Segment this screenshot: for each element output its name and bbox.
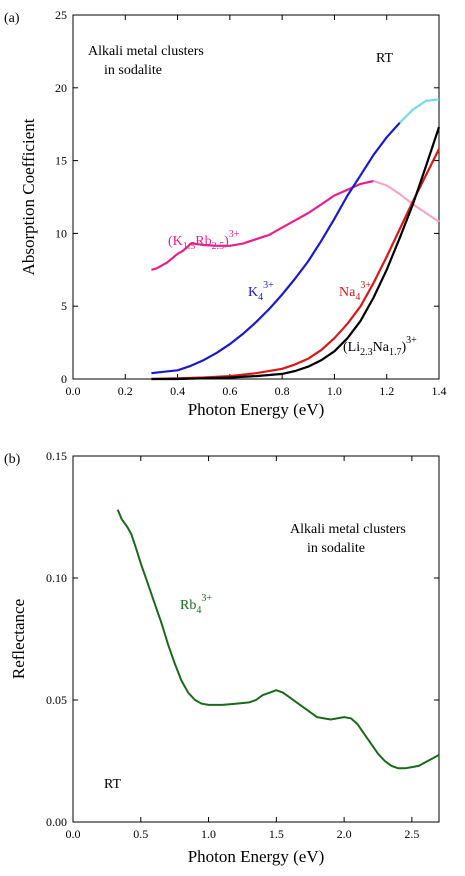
x-tick-label: 0.2 <box>118 384 133 398</box>
panel-b-reflectance-chart: (b) 0.0 0.5 1.0 1.5 2.0 2.5 0.000.050.100.15 … <box>4 449 440 866</box>
panel-a-annotation-title-line1: Alkali metal clusters <box>88 44 204 59</box>
y-tick-label: 0.00 <box>46 815 67 829</box>
label-part: Na <box>339 285 356 300</box>
panel-a-plot-frame <box>72 14 440 380</box>
panel-a-label-li23na17: (Li2.3Na1.7)3+ <box>343 335 417 358</box>
y-tick-label: 0.05 <box>46 693 67 707</box>
x-tick-label: 1.4 <box>432 384 447 398</box>
label-part: Rb <box>195 234 211 249</box>
y-tick-label: 20 <box>55 81 67 95</box>
x-tick-label: 1.2 <box>379 384 394 398</box>
panel-a-label-k4: K43+ <box>248 280 274 303</box>
panel-a-label-na4: Na43+ <box>339 280 371 303</box>
label-part: Rb <box>180 598 196 613</box>
label-sup: 3+ <box>406 335 417 346</box>
panel-b-y-tick-labels: 0.00 0.05 0.10 0.15 <box>46 449 67 829</box>
y-tick-label: 10 <box>55 226 67 240</box>
series-line-2 <box>151 148 440 381</box>
panel-a-ticks <box>72 14 440 380</box>
panel-a-annotation-temperature: RT <box>376 51 393 66</box>
label-part: (K <box>168 234 183 249</box>
series-line-faded-1 <box>399 98 440 124</box>
x-tick-label: 1.0 <box>201 827 216 841</box>
x-tick-label: 0.4 <box>170 384 185 398</box>
panel-a-y-axis-title: Absorption Coefficient <box>19 118 38 275</box>
label-sub: 4 <box>258 292 263 303</box>
panel-b-letter: (b) <box>4 452 21 467</box>
x-tick-label: 2.0 <box>337 827 352 841</box>
panel-a-label-k15rb25: (K1.5Rb2.5)3+ <box>168 229 240 252</box>
panel-a-annotation-title-line2: in sodalite <box>104 63 162 78</box>
y-tick-label: 0.10 <box>46 571 67 585</box>
series-line-1 <box>151 121 401 375</box>
series-line-0 <box>116 509 440 770</box>
x-tick-label: 0.0 <box>66 827 81 841</box>
label-part: K <box>248 285 258 300</box>
series-line-3 <box>151 126 441 381</box>
y-tick-label: 0.15 <box>46 449 67 463</box>
panel-b-y-axis-title: Reflectance <box>9 599 28 679</box>
label-sub: 4 <box>196 605 201 616</box>
panel-a-absorption-chart: (a) 0.0 0.2 0.4 0.6 0.8 1.0 1.2 1.4 0510152025 … <box>4 8 447 419</box>
x-tick-label: 1.0 <box>327 384 342 398</box>
panel-b-annotation-title-line2: in sodalite <box>307 541 365 556</box>
x-tick-label: 2.5 <box>404 827 419 841</box>
y-tick-label: 0 <box>61 372 67 386</box>
panel-b-plot-frame <box>72 455 440 823</box>
series-line-faded-0 <box>373 179 440 223</box>
label-part: ) <box>401 340 406 355</box>
label-sub: 4 <box>355 292 360 303</box>
label-sub: 2.3 <box>360 347 373 358</box>
panel-a-y-tick-labels: 0 5 10 15 20 25 <box>55 8 67 386</box>
label-sup: 3+ <box>229 229 240 240</box>
label-sup: 3+ <box>201 593 212 604</box>
panel-b-label-rb4: Rb43+ <box>180 593 212 616</box>
panel-a-series-lines <box>151 98 441 381</box>
panel-b-ticks <box>72 455 439 823</box>
label-part: (Li <box>343 340 360 355</box>
label-sub: 1.7 <box>389 347 402 358</box>
panel-b-annotation-title-line1: Alkali metal clusters <box>290 522 406 537</box>
x-tick-label: 0.6 <box>222 384 237 398</box>
y-tick-label: 25 <box>55 8 67 22</box>
label-sup: 3+ <box>263 280 274 291</box>
label-sub: 2.5 <box>212 241 225 252</box>
series-line-0 <box>151 179 374 271</box>
x-tick-label: 1.5 <box>269 827 284 841</box>
x-tick-label: 0.8 <box>275 384 290 398</box>
label-part: ) <box>224 234 229 249</box>
y-tick-label: 15 <box>55 154 67 168</box>
panel-b-x-tick-labels: 0.0 0.5 1.0 1.5 2.0 2.5 <box>66 827 420 841</box>
panel-a-letter: (a) <box>4 11 20 26</box>
panel-b-annotation-temperature: RT <box>104 777 121 792</box>
x-tick-label: 0.5 <box>133 827 148 841</box>
x-tick-label: 0.0 <box>66 384 81 398</box>
panel-b-x-axis-title: Photon Energy (eV) <box>188 847 325 866</box>
label-sub: 1.5 <box>183 241 196 252</box>
panel-b-series-lines <box>116 509 440 770</box>
y-tick-label: 5 <box>61 299 67 313</box>
label-part: Na <box>373 340 390 355</box>
panel-a-x-axis-title: Photon Energy (eV) <box>188 400 325 419</box>
label-sup: 3+ <box>360 280 371 291</box>
panel-a-x-tick-labels: 0.0 0.2 0.4 0.6 0.8 1.0 1.2 1.4 <box>66 384 447 398</box>
